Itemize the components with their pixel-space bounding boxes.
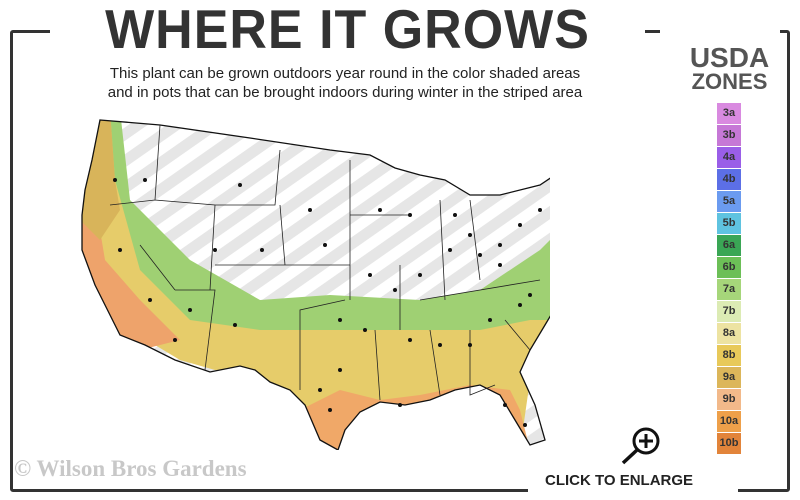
- city-dot: [468, 343, 472, 347]
- city-dot: [143, 178, 147, 182]
- us-zone-map[interactable]: [70, 110, 550, 450]
- city-dot: [518, 303, 522, 307]
- zone-band-green: [82, 120, 550, 345]
- legend-zone-5a: 5a: [717, 191, 741, 212]
- legend-zone-7a: 7a: [717, 279, 741, 300]
- city-dot: [518, 223, 522, 227]
- city-dot: [378, 208, 382, 212]
- page-title: WHERE IT GROWS: [105, 0, 590, 61]
- city-dot: [478, 253, 482, 257]
- click-to-enlarge-button[interactable]: CLICK TO ENLARGE: [545, 472, 694, 489]
- legend-zone-3a: 3a: [717, 103, 741, 124]
- city-dot: [368, 273, 372, 277]
- city-dot: [213, 248, 217, 252]
- city-dot: [453, 213, 457, 217]
- legend-title-line-1: USDA: [689, 42, 770, 73]
- city-dot: [523, 423, 527, 427]
- legend-zone-6b: 6b: [717, 257, 741, 278]
- legend-zone-10a: 10a: [717, 411, 741, 432]
- legend-title-line-2: ZONES: [691, 69, 768, 94]
- city-dot: [538, 208, 542, 212]
- city-dot: [438, 343, 442, 347]
- city-dot: [338, 368, 342, 372]
- copyright-watermark: © Wilson Bros Gardens: [14, 456, 247, 481]
- city-dot: [398, 403, 402, 407]
- city-dot: [308, 208, 312, 212]
- city-dot: [503, 403, 507, 407]
- city-dot: [233, 323, 237, 327]
- city-dot: [338, 318, 342, 322]
- city-dot: [498, 263, 502, 267]
- magnifier-plus-icon[interactable]: [618, 424, 664, 466]
- city-dot: [393, 288, 397, 292]
- city-dot: [323, 243, 327, 247]
- subtitle-line-2: and in pots that can be brought indoors …: [107, 84, 583, 101]
- legend-zone-8a: 8a: [717, 323, 741, 344]
- city-dot: [188, 308, 192, 312]
- legend-zone-5b: 5b: [717, 213, 741, 234]
- zone-band-yellow: [82, 120, 550, 450]
- subtitle-line-1: This plant can be grown outdoors year ro…: [109, 65, 581, 82]
- zone-legend: 3a 3b 4a 4b 5a 5b 6a 6b 7a 7b 8a 8b 9a 9b 10a 10b: [717, 103, 741, 455]
- city-dots: [113, 178, 542, 427]
- city-dot: [318, 388, 322, 392]
- title-gap: [50, 20, 645, 40]
- legend-zone-3b: 3b: [717, 125, 741, 146]
- city-dot: [363, 328, 367, 332]
- state-borders: [109, 124, 541, 401]
- subtitle: This plant can be grown outdoors year ro…: [40, 64, 650, 102]
- legend-zone-8b: 8b: [717, 345, 741, 366]
- city-dot: [173, 338, 177, 342]
- enlarge-gap: [528, 478, 738, 498]
- city-dot: [148, 298, 152, 302]
- legend-zone-9a: 9a: [717, 367, 741, 388]
- us-outline: [81, 119, 550, 450]
- city-dot: [448, 248, 452, 252]
- city-dot: [113, 178, 117, 182]
- legend-zone-9b: 9b: [717, 389, 741, 410]
- legend-zone-4a: 4a: [717, 147, 741, 168]
- legend-zone-6a: 6a: [717, 235, 741, 256]
- city-dot: [418, 273, 422, 277]
- legend-title: USDA ZONES: [672, 42, 787, 94]
- city-dot: [260, 248, 264, 252]
- city-dot: [468, 233, 472, 237]
- city-dot: [488, 318, 492, 322]
- legend-zone-7b: 7b: [717, 301, 741, 322]
- legend-zone-10b: 10b: [717, 433, 741, 454]
- city-dot: [118, 248, 122, 252]
- city-dot: [238, 183, 242, 187]
- city-dot: [408, 338, 412, 342]
- zone-gap: [660, 20, 780, 40]
- city-dot: [328, 408, 332, 412]
- city-dot: [408, 213, 412, 217]
- city-dot: [528, 293, 532, 297]
- city-dot: [498, 243, 502, 247]
- legend-zone-4b: 4b: [717, 169, 741, 190]
